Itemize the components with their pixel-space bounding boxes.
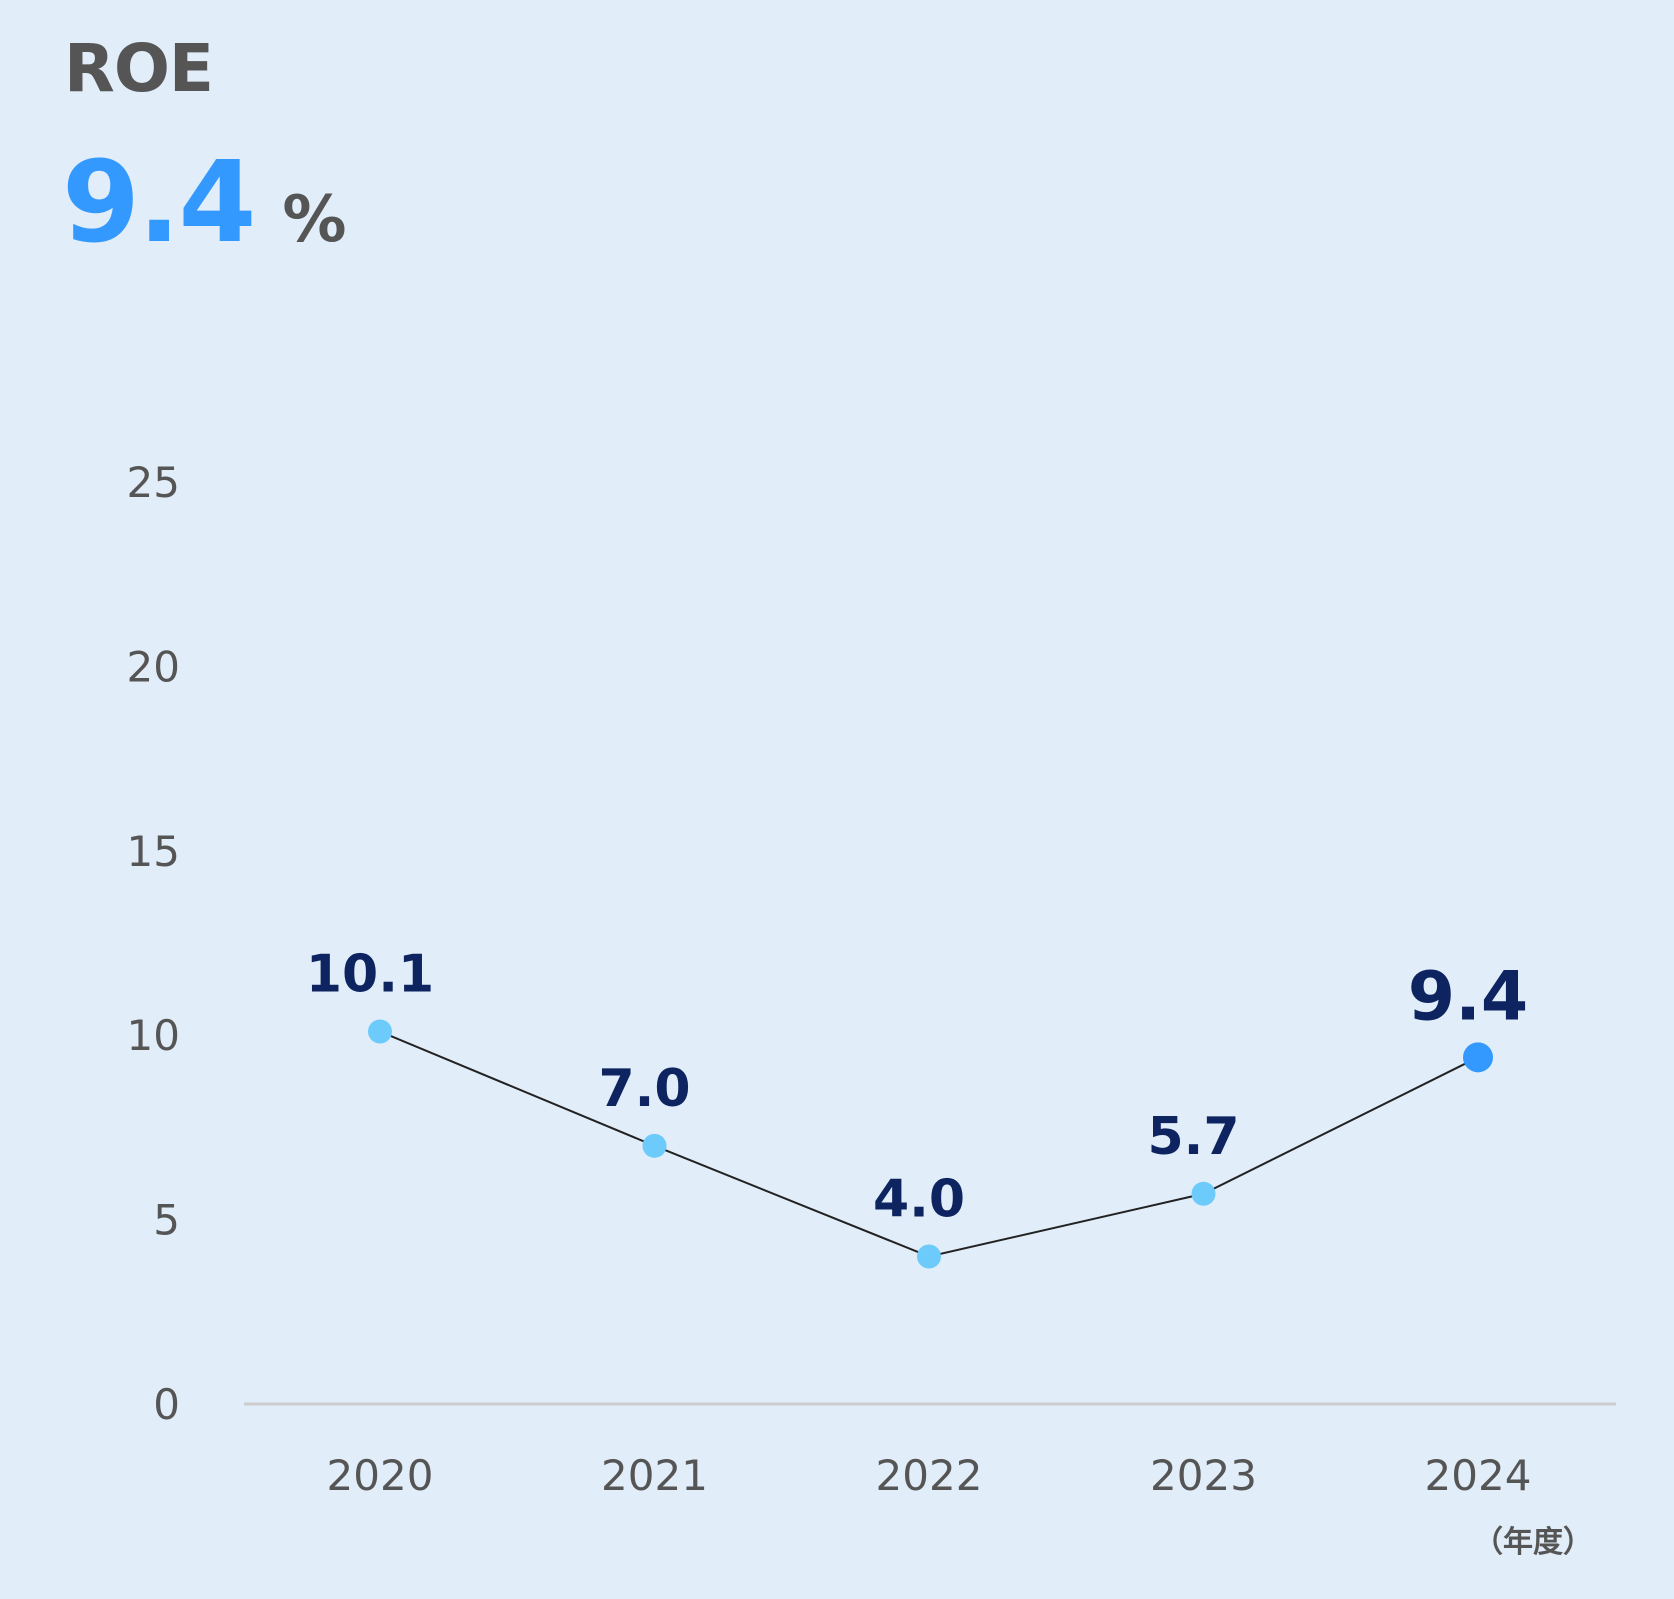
data-point-highlight — [1463, 1042, 1493, 1073]
chart-title: ROE — [64, 30, 214, 107]
data-label: 5.7 — [1147, 1107, 1239, 1167]
data-label-highlight: 9.4 — [1408, 957, 1528, 1036]
data-point — [917, 1244, 941, 1269]
data-label: 7.0 — [598, 1059, 690, 1119]
y-tick-label: 0 — [153, 1380, 180, 1429]
x-unit-label: （年度） — [1473, 1525, 1593, 1560]
data-point — [368, 1019, 392, 1044]
y-tick-label: 10 — [127, 1011, 180, 1060]
x-tick-label: 2023 — [1150, 1451, 1257, 1500]
headline-metric: 9.4 % — [62, 138, 347, 268]
x-tick-label: 2021 — [601, 1451, 708, 1500]
y-tick-label: 15 — [127, 827, 180, 876]
data-point — [642, 1133, 667, 1158]
data-label: 4.0 — [873, 1169, 965, 1229]
x-tick-label: 2020 — [327, 1451, 434, 1500]
y-tick-label: 25 — [127, 458, 180, 507]
x-tick-label: 2022 — [876, 1451, 983, 1500]
x-tick-label: 2024 — [1425, 1451, 1532, 1500]
y-tick-label: 20 — [127, 642, 180, 691]
data-point — [1191, 1181, 1216, 1206]
headline-value: 9.4 — [62, 138, 256, 268]
data-label: 10.1 — [306, 945, 434, 1005]
y-tick-label: 5 — [153, 1196, 180, 1245]
headline-unit: % — [282, 183, 347, 257]
